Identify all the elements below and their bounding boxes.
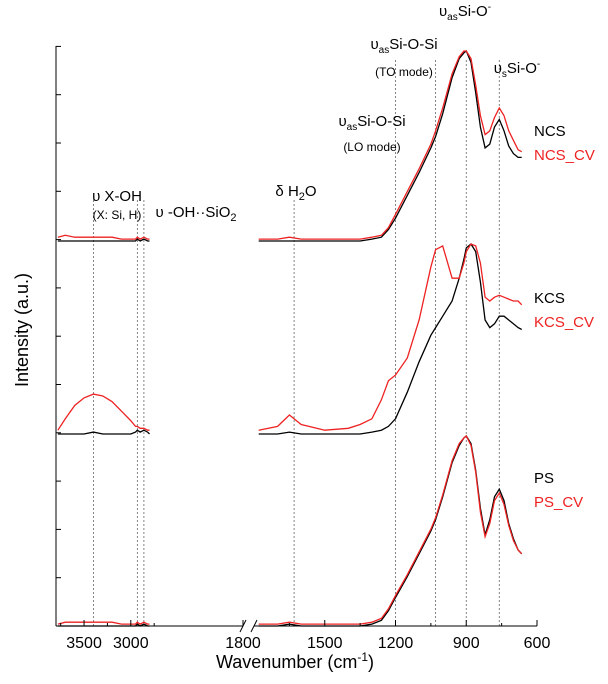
x-tick-label: 1500 xyxy=(307,635,343,652)
y-axis-title: Intensity (a.u.) xyxy=(12,273,32,387)
series-line-kcs-a xyxy=(57,429,150,435)
annotation-s-nbo: υsSi-O- xyxy=(494,59,541,80)
annotation-water: δ H2O xyxy=(275,183,316,203)
series-line-ncs-b xyxy=(258,49,522,242)
series-line-kcs_cv-b xyxy=(258,243,523,431)
x-tick-label: 1800 xyxy=(225,635,261,652)
annotation-lo-main: υasSi-O-Si xyxy=(338,113,405,133)
x-tick-label: 1200 xyxy=(378,635,414,652)
series-line-ncs_cv-b xyxy=(258,50,523,240)
x-tick-label: 3000 xyxy=(113,635,149,652)
label-ps-cv: PS_CV xyxy=(534,494,583,511)
annotation-to-main: υasSi-O-Si xyxy=(370,36,437,56)
series-line-ps-b xyxy=(258,435,523,627)
x-axis-title: Wavenumber (cm-1) xyxy=(216,650,374,672)
label-ncs: NCS xyxy=(534,123,566,140)
label-kcs: KCS xyxy=(534,290,565,307)
annotation-oh-hbond: υ -OH··SiO2 xyxy=(156,204,237,224)
annotation-to-mode: (TO mode) xyxy=(375,65,433,79)
annotation-lo-mode: (LO mode) xyxy=(343,140,400,154)
band-annotations: υ X-OH (X: Si, H) υ -OH··SiO2 δ H2O υasS… xyxy=(92,2,540,224)
label-ncs-cv: NCS_CV xyxy=(534,147,595,164)
x-tick-label: 900 xyxy=(453,635,480,652)
series-line-ncs-a xyxy=(57,238,150,242)
x-tick-label: 600 xyxy=(524,635,551,652)
annotation-as-nbo: υasSi-O- xyxy=(439,2,491,23)
series-line-ps_cv-b xyxy=(258,434,523,625)
spectra-series xyxy=(57,49,523,627)
x-tick-label: 3500 xyxy=(66,635,102,652)
label-ps: PS xyxy=(534,470,554,487)
series-labels: NCS NCS_CV KCS KCS_CV PS PS_CV xyxy=(534,123,595,511)
series-line-kcs-b xyxy=(258,243,523,435)
series-line-ps_cv-a xyxy=(57,621,150,625)
series-line-ncs_cv-a xyxy=(57,234,150,240)
reference-lines xyxy=(93,60,500,626)
annotation-oh-sub: (X: Si, H) xyxy=(93,208,142,222)
label-kcs-cv: KCS_CV xyxy=(534,314,594,331)
annotation-oh-main: υ X-OH xyxy=(92,188,142,205)
series-line-kcs_cv-a xyxy=(57,393,150,431)
axis-break-mark xyxy=(250,619,258,633)
axes: 3500 3000 1800 1500 1200 900 600 xyxy=(55,45,551,652)
